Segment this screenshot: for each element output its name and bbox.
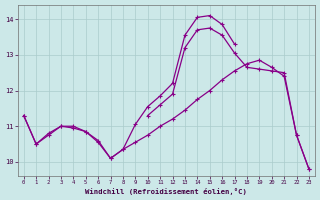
X-axis label: Windchill (Refroidissement éolien,°C): Windchill (Refroidissement éolien,°C) (85, 188, 247, 195)
